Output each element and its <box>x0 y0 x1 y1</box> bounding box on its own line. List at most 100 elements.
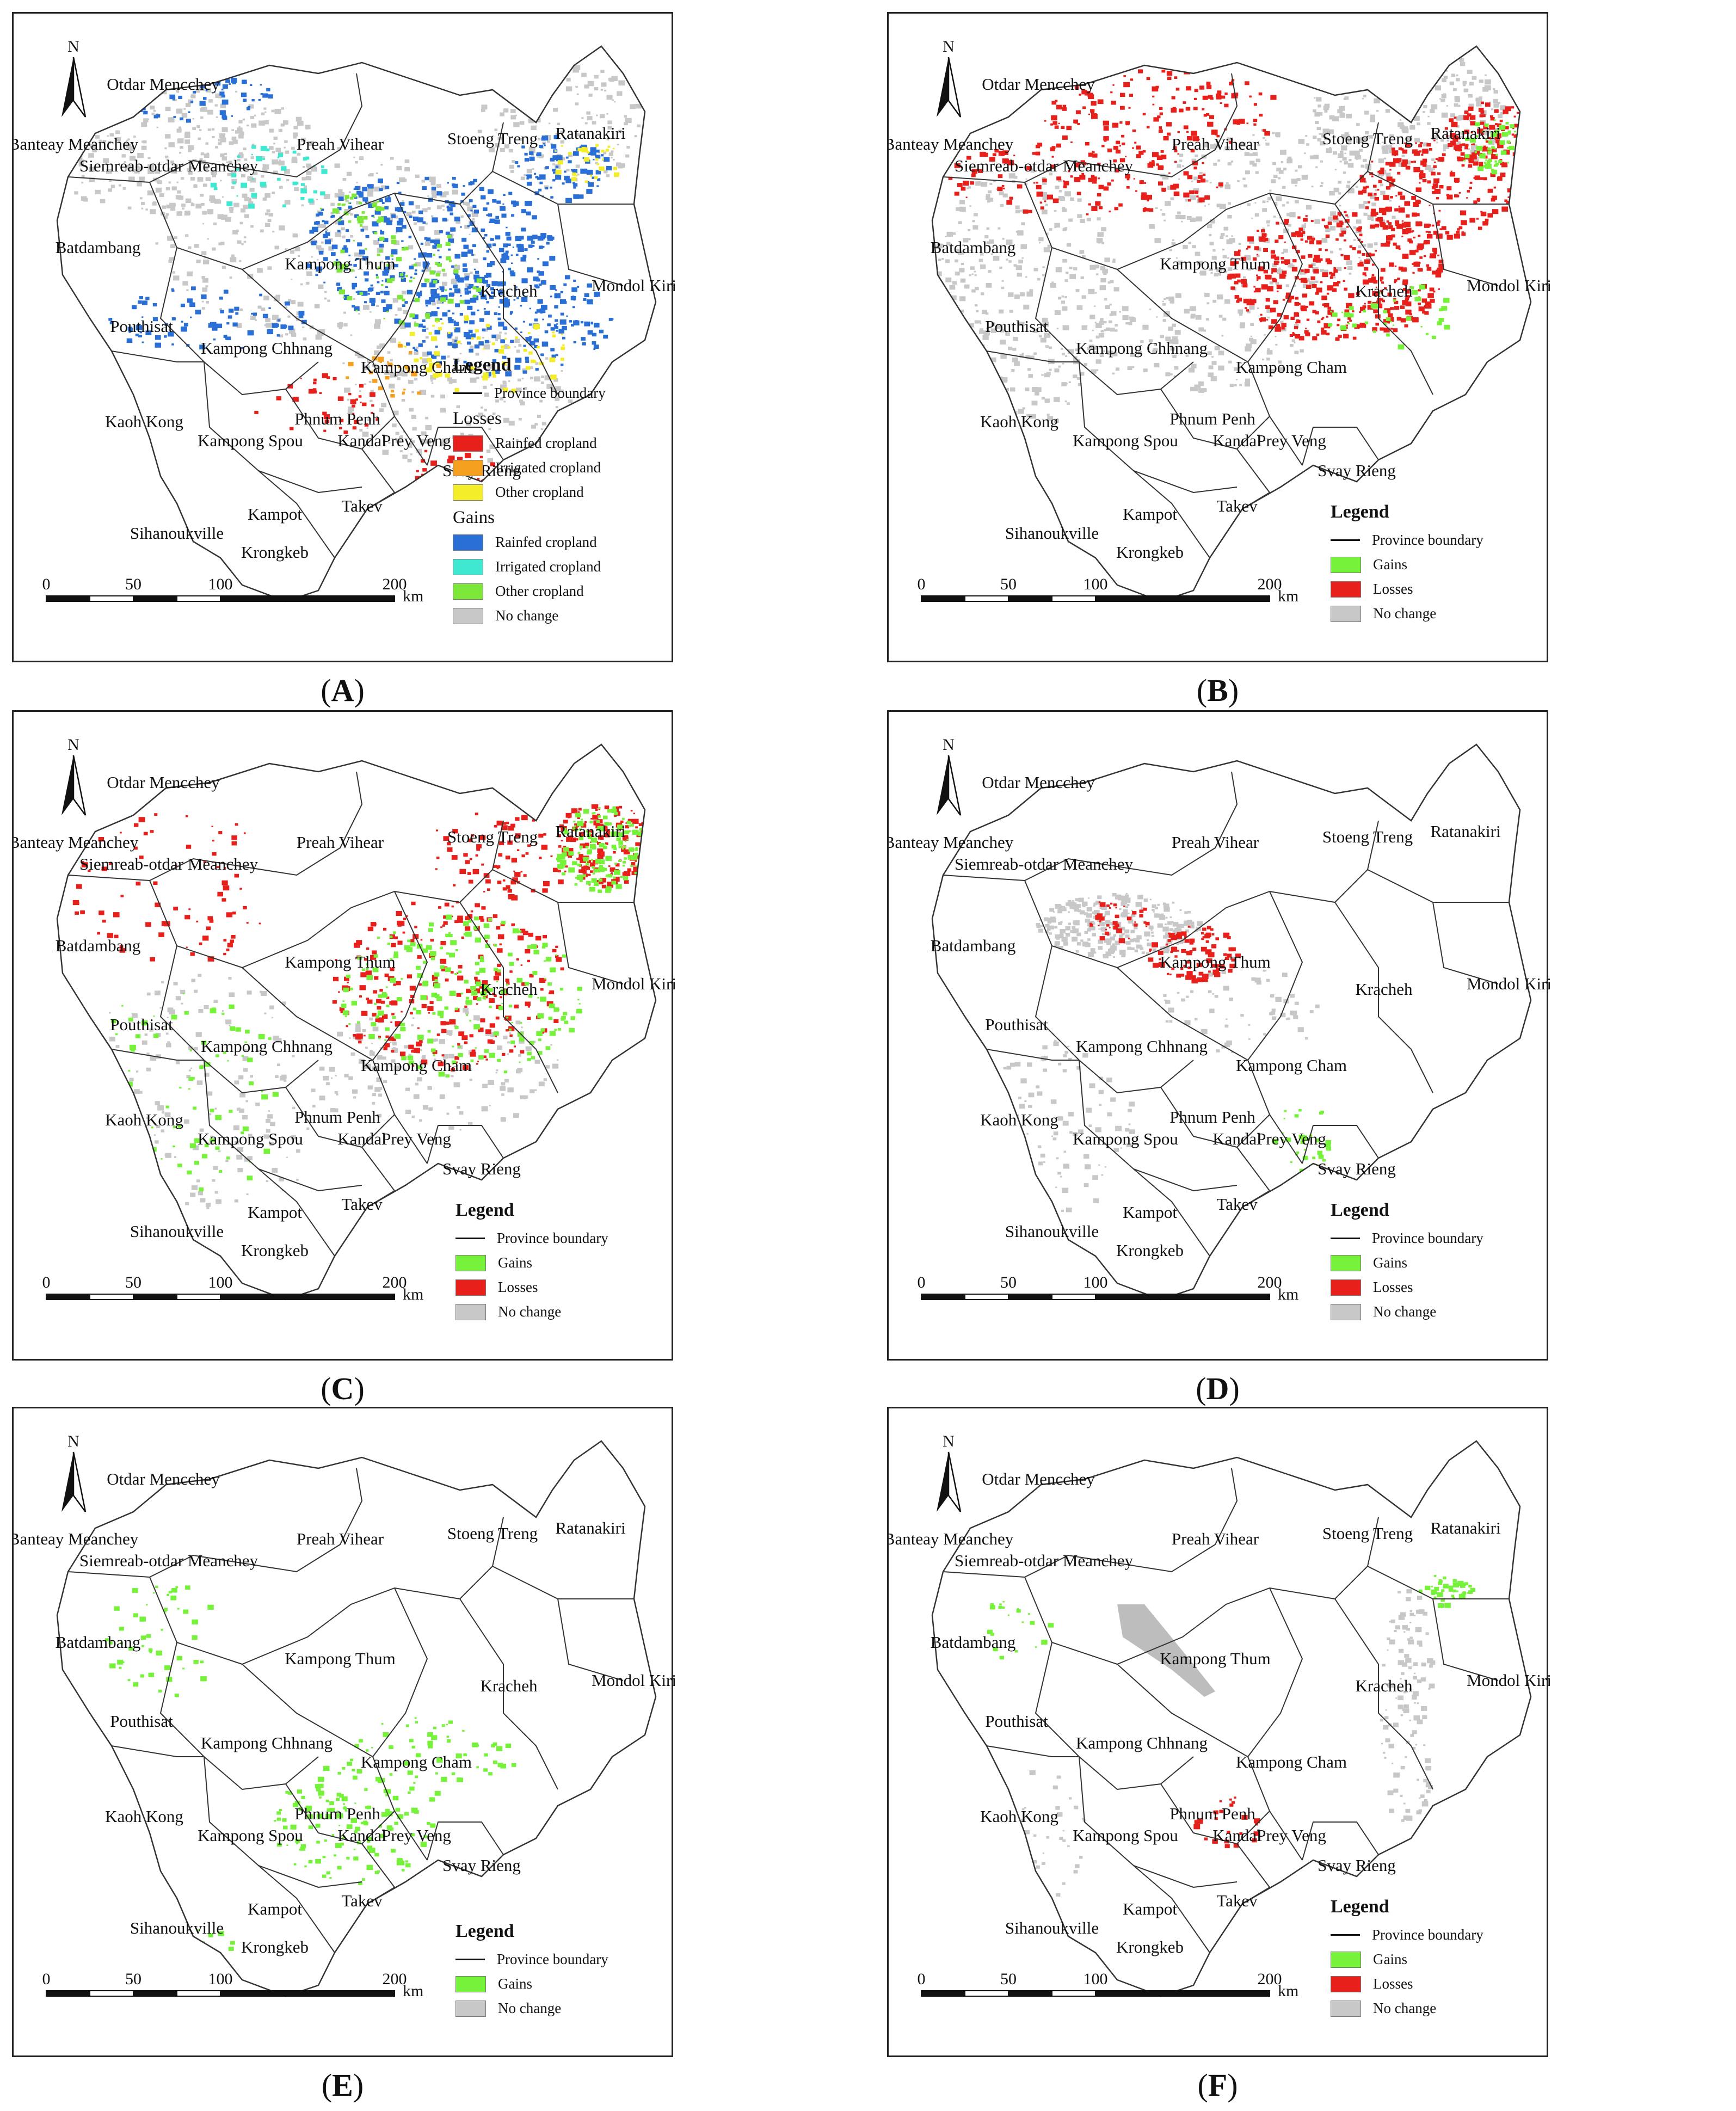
province-label: Preah Vihear <box>297 1529 384 1548</box>
legend-item: No change <box>453 604 606 628</box>
province-label: Kampong Thum <box>285 254 396 273</box>
change-pixels <box>932 47 1531 431</box>
scale-tick-label: 0 <box>918 1273 926 1291</box>
legend-swatch <box>455 2000 486 2017</box>
province-boundary <box>258 470 362 494</box>
province-boundary <box>372 891 428 1164</box>
scale-tick-label: 100 <box>208 1273 233 1291</box>
province-boundary <box>111 1049 204 1061</box>
province-boundary <box>1236 448 1271 509</box>
province-label: Svay Rieng <box>1318 1159 1396 1178</box>
province-boundary <box>1334 902 1433 1093</box>
change-pixels <box>987 1575 1475 1897</box>
legend-title: Legend <box>455 1921 514 1941</box>
province-label: Batdambang <box>56 238 141 257</box>
province-label: Preah Vihear <box>1172 1529 1259 1548</box>
legend-item: Gains <box>455 1972 608 1996</box>
province-label: Otdar Mencchey <box>982 75 1095 94</box>
map-panel-b: Otdar Mencchey Banteay Meanchey Siemreab-o… <box>887 12 1550 662</box>
change-pixels <box>105 1585 516 1971</box>
province-boundary <box>361 1843 396 1904</box>
province-label: Svay Rieng <box>442 1159 521 1178</box>
province-label: Svay Rieng <box>1318 1856 1396 1875</box>
map-panel-f: Otdar Mencchey Banteay Meanchey Siemreab-o… <box>887 1407 1550 2057</box>
province-label: Stoeng Treng <box>1322 129 1413 148</box>
province-label: Kampong Chhnang <box>1076 1733 1208 1752</box>
map-canvas: Otdar Mencchey Banteay Meanchey Siemreab-o… <box>889 1432 1550 2000</box>
legend-item-boundary: Province boundary <box>1331 528 1483 552</box>
province-label: Takev <box>1216 496 1258 515</box>
legend-label: Irrigated cropland <box>495 459 601 476</box>
province-label: Preah Vihear <box>1172 134 1259 153</box>
province-label: Mondol Kiri <box>1467 1671 1550 1690</box>
legend-label: No change <box>1373 605 1437 621</box>
legend-swatch <box>1331 2000 1361 2017</box>
province-label: Kampong Thum <box>1160 254 1271 273</box>
legend-label: Losses <box>1373 1279 1413 1295</box>
north-arrow-icon: N <box>61 38 87 118</box>
province-boundary <box>1133 470 1238 494</box>
legend-swatch <box>455 1279 486 1296</box>
legend-swatch <box>453 607 483 624</box>
province-boundary <box>372 1587 428 1861</box>
legend-title: Legend <box>1331 1897 1389 1917</box>
province-label: Kaoh Kong <box>980 1807 1058 1826</box>
province-label: Kampong Spou <box>1073 1129 1178 1148</box>
province-boundary <box>1236 1843 1271 1904</box>
scale-tick-label: 100 <box>1084 1273 1108 1291</box>
legend-swatch <box>1331 1279 1361 1296</box>
province-label: Krongkeb <box>241 1937 309 1956</box>
province-boundary <box>1247 891 1303 1164</box>
province-label: Kampot <box>1123 504 1177 524</box>
province-label: Mondol Kiri <box>592 974 675 993</box>
scale-tick-label: 50 <box>1000 1970 1017 1988</box>
province-boundary <box>1117 967 1248 1061</box>
legend-label: Other cropland <box>495 484 584 500</box>
province-label: Pouthisat <box>985 1015 1048 1034</box>
legend-title: Legend <box>1331 1200 1389 1220</box>
province-label: Kampong Chhnang <box>1076 339 1208 358</box>
province-label: Kracheh <box>1356 1676 1413 1695</box>
province-label: Kampong Spou <box>198 1129 303 1148</box>
province-label: Siemreab-otdar Meanchey <box>955 1551 1133 1570</box>
map-canvas: Otdar Mencchey Banteay Meanchey Siemreab-o… <box>14 38 675 605</box>
province-label: Pouthisat <box>110 1712 173 1731</box>
scale-unit: km <box>403 1982 423 2000</box>
legend-item-boundary: Province boundary <box>453 381 606 405</box>
province-boundary <box>427 1125 504 1164</box>
province-boundary <box>1024 1517 1379 1665</box>
scale-tick-label: 200 <box>383 575 407 593</box>
legend: Legend Province boundary Gains Losses No cha… <box>455 1200 608 1324</box>
change-pixels <box>57 58 642 489</box>
scale-tick-label: 0 <box>918 575 926 593</box>
legend-title: Legend <box>453 355 512 375</box>
panel-caption: (D) <box>1196 1371 1240 1406</box>
province-label: Pouthisat <box>110 317 173 336</box>
province-label: Kaoh Kong <box>105 1110 183 1129</box>
province-label: Takev <box>341 1891 383 1910</box>
province-label: Stoeng Treng <box>447 1524 538 1543</box>
scale-unit: km <box>1278 1285 1298 1303</box>
province-boundary <box>111 1745 204 1757</box>
province-boundary <box>258 1865 362 1888</box>
province-boundary <box>285 1087 395 1148</box>
scale-tick-label: 100 <box>1084 1970 1108 1988</box>
scale-tick-label: 200 <box>1258 1273 1282 1291</box>
province-label: Siemreab-otdar Meanchey <box>955 156 1133 175</box>
legend-swatch <box>1331 1303 1361 1320</box>
province-label: Kampong Thum <box>285 1649 396 1668</box>
legend-label: Rainfed cropland <box>495 435 597 451</box>
scale-tick-label: 50 <box>1000 1273 1017 1291</box>
province-label: Kampong Chhnang <box>201 1037 333 1056</box>
province-label: Sihanoukville <box>130 1222 224 1241</box>
province-label: Kampong Spou <box>198 1826 303 1845</box>
province-label: Kandal <box>1212 431 1261 450</box>
scale-tick-label: 200 <box>383 1273 407 1291</box>
province-label: Takev <box>1216 1891 1258 1910</box>
country-outline <box>931 1440 1532 1997</box>
province-label: Otdar Mencchey <box>982 773 1095 792</box>
province-boundary <box>492 869 624 984</box>
province-boundary <box>1236 1147 1271 1208</box>
